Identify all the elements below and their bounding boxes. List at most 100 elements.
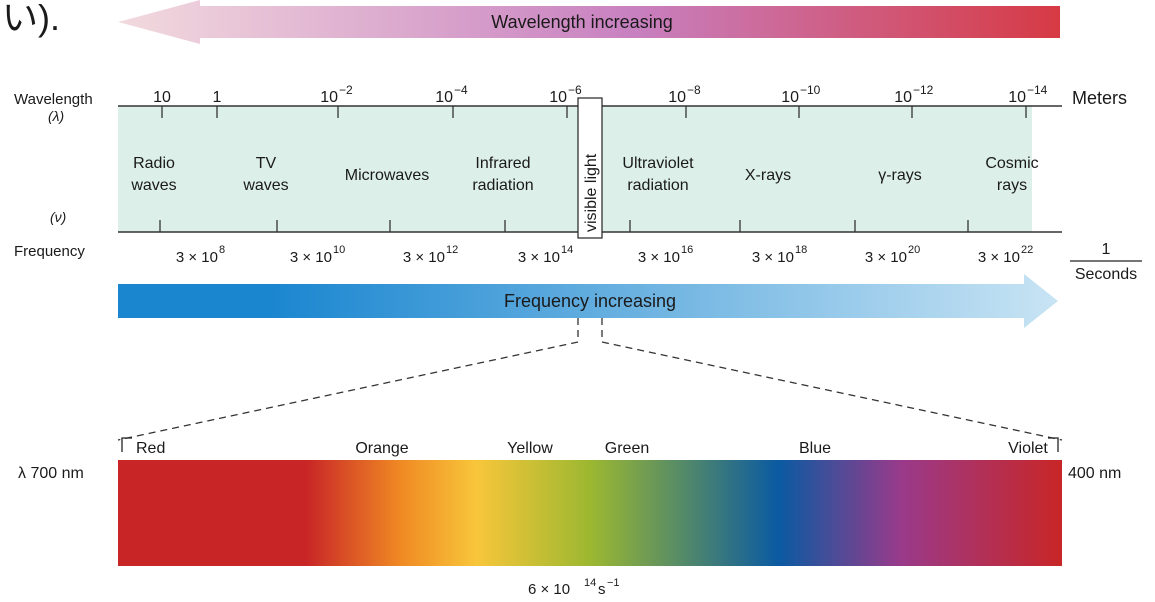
visible-spectrum: λ 700 nm 400 nm Red Orange Yellow Green Blue…	[18, 437, 1121, 598]
region-label-line2: rays	[997, 177, 1027, 194]
region-labels: Radio waves TV waves Microwaves Infrared radia…	[130, 155, 1038, 194]
spectrum-color-label: Blue	[799, 440, 831, 457]
wavelength-increasing-label: Wavelength increasing	[491, 12, 672, 32]
region-label-line1: Ultraviolet	[622, 155, 694, 172]
wavelength-symbol: (λ)	[48, 108, 64, 124]
frequency-tick-exponent: 10	[333, 244, 345, 256]
region-label: Radio waves	[130, 155, 176, 194]
wavelength-tick: 10 −10	[781, 83, 820, 106]
wavelength-tick: 10 −14	[1008, 83, 1047, 106]
wavelength-tick-exponent: −4	[454, 83, 468, 97]
wavelength-tick: 10 −6	[549, 83, 582, 106]
spectrum-color-label: Orange	[355, 440, 408, 457]
wavelength-tick: 10 −12	[894, 83, 933, 106]
wavelength-tick-base: 10	[894, 89, 912, 106]
frequency-tick: 3 × 10 14	[518, 244, 573, 266]
frequency-tick-exponent: 20	[908, 244, 920, 256]
frequency-axis-label: Frequency	[14, 243, 85, 260]
center-frequency-unit: s	[598, 581, 606, 598]
wavelength-tick: 1	[213, 89, 222, 106]
frequency-tick-base: 3 × 10	[518, 249, 560, 266]
spectrum-center-frequency: 6 × 10 14 s −1	[528, 577, 620, 598]
frequency-tick-base: 3 × 10	[752, 249, 794, 266]
frequency-tick: 3 × 10 10	[290, 244, 345, 266]
wavelength-tick: 10 −2	[320, 83, 353, 106]
wavelength-tick-base: 10	[781, 89, 799, 106]
region-label-line1: Infrared	[475, 155, 530, 172]
frequency-tick-exponent: 12	[446, 244, 458, 256]
spectrum-color-label: Yellow	[507, 440, 553, 457]
frequency-tick-base: 3 × 10	[403, 249, 445, 266]
visible-light-strip: visible light	[577, 97, 603, 239]
frequency-tick-exponent: 14	[561, 244, 573, 256]
frequency-tick-exponent: 8	[219, 244, 225, 256]
frequency-unit-denominator: Seconds	[1075, 266, 1137, 283]
spectrum-color-label: Violet	[1008, 440, 1048, 457]
wavelength-tick-base: 10	[1008, 89, 1026, 106]
wavelength-tick-exponent: −10	[800, 83, 821, 97]
region-label: Ultraviolet radiation	[622, 155, 694, 194]
frequency-tick-base: 3 × 10	[638, 249, 680, 266]
frequency-tick-exponent: 22	[1021, 244, 1033, 256]
region-label: Infrared radiation	[472, 155, 533, 194]
frequency-symbol: (ν)	[50, 209, 66, 225]
region-label-line2: waves	[130, 177, 176, 194]
region-label: Microwaves	[345, 167, 429, 184]
frequency-tick: 3 × 10 12	[403, 244, 458, 266]
wavelength-tick-exponent: −14	[1027, 83, 1048, 97]
frequency-tick: 3 × 10 16	[638, 244, 693, 266]
wavelength-tick-exponent: −6	[568, 83, 582, 97]
frequency-tick: 3 × 10 20	[865, 244, 920, 266]
wavelength-tick-base: 10	[435, 89, 453, 106]
frequency-tick-exponent: 16	[681, 244, 693, 256]
center-frequency-base: 6 × 10	[528, 581, 570, 598]
region-label-line1: γ-rays	[878, 167, 922, 184]
wavelength-tick-base: 10	[153, 89, 171, 106]
spectrum-color-label: Green	[605, 440, 649, 457]
wavelength-tick-base: 10	[549, 89, 567, 106]
region-label-line1: Radio	[133, 155, 175, 172]
region-label-line1: Microwaves	[345, 167, 429, 184]
wavelength-increasing-arrow: Wavelength increasing	[118, 0, 1060, 44]
visible-light-label: visible light	[583, 153, 600, 232]
frequency-tick-base: 3 × 10	[176, 249, 218, 266]
wavelength-unit: Meters	[1072, 88, 1127, 108]
wavelength-tick-base: 10	[668, 89, 686, 106]
center-frequency-exponent: 14	[584, 577, 596, 589]
frequency-increasing-label: Frequency increasing	[504, 291, 676, 311]
frequency-tick-base: 3 × 10	[865, 249, 907, 266]
wavelength-axis-label: Wavelength	[14, 91, 93, 108]
frequency-unit: 1 Seconds	[1070, 241, 1142, 283]
frequency-tick-base: 3 × 10	[978, 249, 1020, 266]
region-label-line2: radiation	[627, 177, 688, 194]
wavelength-tick-labels: 10 1 10 −2 10 −4 10 −6 10 −8 10 −10 10 −12 10 −14	[153, 83, 1048, 106]
frequency-tick: 3 × 10 18	[752, 244, 807, 266]
corner-glyph: い).	[2, 0, 60, 38]
wavelength-tick: 10 −4	[435, 83, 468, 106]
region-label-line2: waves	[242, 177, 288, 194]
region-label: X-rays	[745, 167, 791, 184]
frequency-tick-base: 3 × 10	[290, 249, 332, 266]
spectrum-left-label: λ 700 nm	[18, 465, 84, 482]
wavelength-tick-base: 1	[213, 89, 222, 106]
wavelength-tick-exponent: −8	[687, 83, 701, 97]
wavelength-tick-exponent: −12	[913, 83, 934, 97]
center-frequency-unit-exponent: −1	[607, 577, 620, 589]
spectrum-color-label: Red	[136, 440, 165, 457]
region-label-line1: Cosmic	[985, 155, 1038, 172]
wavelength-tick-exponent: −2	[339, 83, 353, 97]
wavelength-tick-base: 10	[320, 89, 338, 106]
frequency-tick-exponent: 18	[795, 244, 807, 256]
region-label: TV waves	[242, 155, 288, 194]
frequency-tick: 3 × 10 22	[978, 244, 1033, 266]
region-label-line2: radiation	[472, 177, 533, 194]
spectrum-right-label: 400 nm	[1068, 465, 1121, 482]
wavelength-tick: 10 −8	[668, 83, 701, 106]
frequency-tick: 3 × 10 8	[176, 244, 225, 266]
frequency-increasing-arrow: Frequency increasing	[118, 274, 1058, 328]
region-label-line1: TV	[256, 155, 277, 172]
frequency-tick-labels: 3 × 10 8 3 × 10 10 3 × 10 12 3 × 10 14 3 × 10 16 3…	[176, 244, 1033, 266]
region-label: γ-rays	[878, 167, 922, 184]
region-label-line1: X-rays	[745, 167, 791, 184]
